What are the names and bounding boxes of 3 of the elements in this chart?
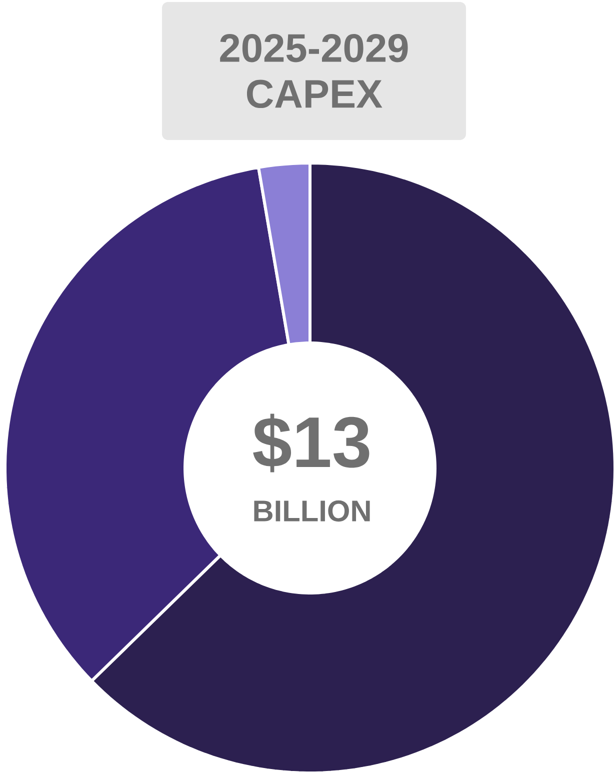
text: BILLION bbox=[254, 500, 370, 522]
chart-title: 2025-2029 CAPEX bbox=[220, 34, 408, 108]
text: $13 bbox=[253, 414, 370, 472]
